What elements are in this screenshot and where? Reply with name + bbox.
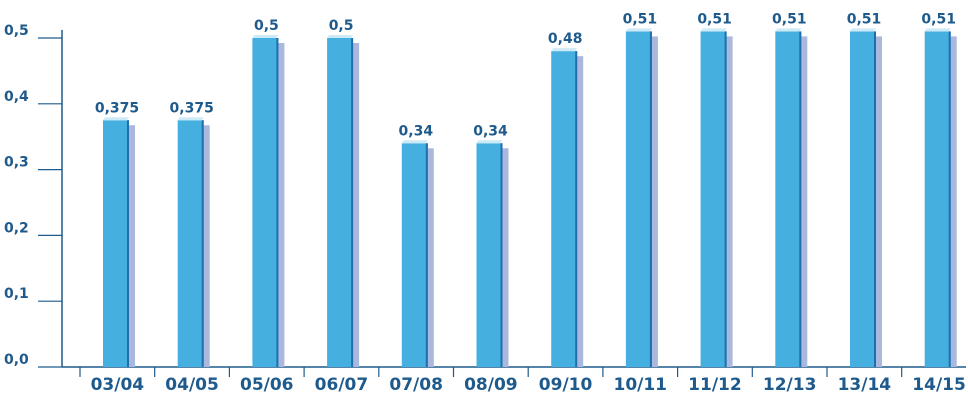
y-tick-label: 0,5 xyxy=(4,23,29,39)
data-label: 0,34 xyxy=(399,123,434,139)
x-tick-label: 11/12 xyxy=(688,375,742,395)
bar-edge xyxy=(425,143,428,367)
x-tick-label: 13/14 xyxy=(838,375,892,395)
y-tick-label: 0,0 xyxy=(4,352,29,368)
data-label: 0,51 xyxy=(772,11,807,27)
bar-top xyxy=(401,140,428,144)
bar xyxy=(625,31,652,367)
y-tick-label: 0,3 xyxy=(4,155,29,171)
bar-edge xyxy=(201,120,204,367)
bar-edge xyxy=(500,143,503,367)
data-label: 0,51 xyxy=(623,11,658,27)
data-label: 0,375 xyxy=(170,100,214,116)
bar-top xyxy=(476,140,503,144)
y-tick-label: 0,4 xyxy=(4,89,29,105)
bar-edge xyxy=(351,38,354,367)
bar xyxy=(551,51,578,367)
bar-top xyxy=(775,28,802,32)
x-tick-label: 12/13 xyxy=(763,375,817,395)
data-label: 0,34 xyxy=(473,123,508,139)
bar xyxy=(924,31,951,367)
bar-edge xyxy=(575,51,578,367)
bar-top xyxy=(103,117,129,121)
bar-top xyxy=(625,28,652,32)
bar xyxy=(327,38,354,367)
bar xyxy=(252,38,279,367)
x-tick-label: 08/09 xyxy=(464,375,518,395)
data-label: 0,51 xyxy=(697,11,732,27)
data-label: 0,5 xyxy=(254,18,279,34)
bar-top xyxy=(252,35,279,38)
x-tick-label: 06/07 xyxy=(315,375,369,395)
bar-top xyxy=(700,28,727,32)
y-tick-label: 0,2 xyxy=(4,220,29,236)
x-tick-label: 10/11 xyxy=(613,375,667,395)
bar-edge xyxy=(799,31,802,367)
bar xyxy=(103,120,129,367)
bar-edge xyxy=(649,31,652,367)
data-label: 0,51 xyxy=(921,11,956,27)
x-tick-label: 07/08 xyxy=(389,375,443,395)
bar xyxy=(850,31,876,367)
bar-top xyxy=(551,48,578,52)
x-tick-label: 09/10 xyxy=(539,375,593,395)
data-label: 0,48 xyxy=(548,31,583,47)
bar xyxy=(401,143,428,367)
bar-top xyxy=(177,117,204,121)
y-tick-label: 0,1 xyxy=(4,286,29,302)
bar-top xyxy=(924,28,951,32)
data-label: 0,51 xyxy=(847,11,882,27)
x-tick-label: 04/05 xyxy=(165,375,219,395)
bar-edge xyxy=(874,31,876,367)
data-label: 0,5 xyxy=(329,18,354,34)
x-tick-label: 14/15 xyxy=(912,375,966,395)
x-tick-label: 03/04 xyxy=(91,375,145,395)
x-tick-label: 05/06 xyxy=(240,375,294,395)
bar xyxy=(775,31,802,367)
bar-edge xyxy=(948,31,951,367)
bar-top xyxy=(850,28,876,32)
bar-edge xyxy=(127,120,129,367)
bar-top xyxy=(327,35,354,38)
bar xyxy=(700,31,727,367)
data-label: 0,375 xyxy=(95,100,139,116)
bar xyxy=(476,143,503,367)
bar-edge xyxy=(276,38,279,367)
bar xyxy=(177,120,204,367)
bar-edge xyxy=(724,31,727,367)
